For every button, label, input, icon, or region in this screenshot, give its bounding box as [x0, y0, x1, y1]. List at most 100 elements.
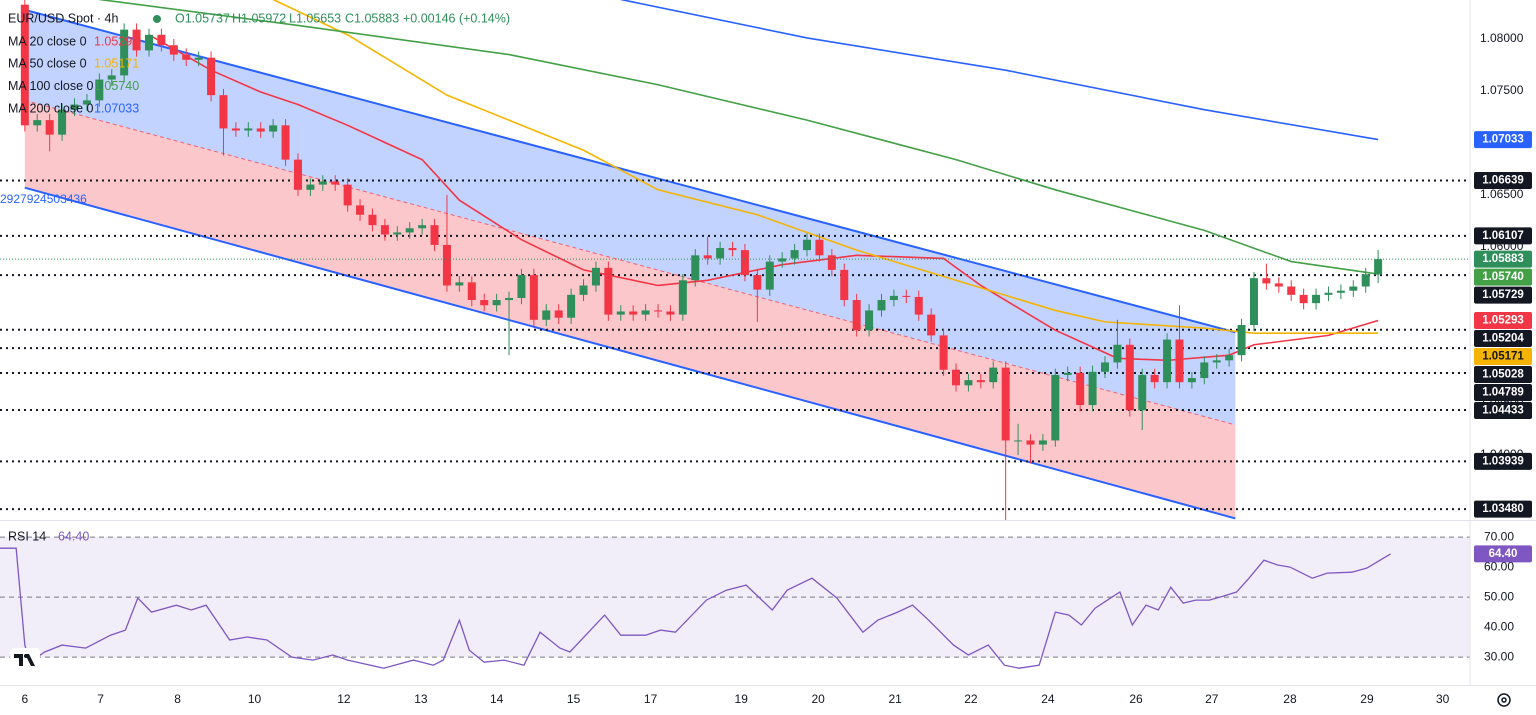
ohlc-high: H1.05972	[232, 11, 286, 25]
candle-body	[1175, 339, 1184, 383]
candle-body	[1212, 360, 1221, 363]
candle-body	[1113, 344, 1122, 363]
candle-body	[58, 109, 67, 135]
legend-value: 1.05293	[94, 34, 139, 48]
candle-body	[1063, 372, 1072, 375]
rsi-pane	[0, 536, 1470, 669]
annotation: 2927924503436	[0, 192, 87, 206]
candle-body	[331, 181, 340, 185]
rsi-tick-label: 60.00	[1484, 559, 1514, 573]
y-tick-label: 1.07500	[1480, 83, 1524, 97]
x-tick-label: 29	[1360, 692, 1374, 706]
rsi-tick-label: 30.00	[1484, 649, 1514, 663]
candle-body	[728, 248, 737, 251]
logo-mark	[14, 654, 35, 666]
candle-body	[691, 255, 700, 281]
candle-body	[1014, 440, 1023, 442]
candle-body	[1026, 440, 1035, 445]
candle-body	[20, 4, 29, 126]
price-tag	[1474, 402, 1532, 420]
candle-body	[579, 285, 588, 295]
price-pane	[0, 0, 1470, 520]
legend-name: MA 200 close 0	[8, 101, 94, 115]
candle-body	[144, 34, 153, 51]
candle-body	[132, 29, 141, 51]
legend-name: MA 50 close 0	[8, 57, 87, 71]
x-tick-label: 8	[174, 692, 181, 706]
x-tick-label: 17	[644, 692, 658, 706]
candle-body	[467, 282, 476, 301]
price-tag-text: 1.05883	[1482, 253, 1524, 265]
candle-body	[1312, 294, 1321, 304]
candle-body	[1299, 294, 1308, 304]
candle-body	[157, 34, 166, 46]
candle-body	[1237, 325, 1246, 356]
candle-body	[356, 205, 365, 215]
x-tick-label: 14	[490, 692, 504, 706]
price-tag-text: 1.06639	[1482, 175, 1524, 187]
candle-body	[442, 244, 451, 286]
candle-body	[1274, 283, 1283, 287]
rsi-tick-label: 40.00	[1484, 619, 1514, 633]
candle-body	[914, 296, 923, 315]
x-tick-label: 30	[1436, 692, 1450, 706]
symbol-title: EUR/USD Spot · 4h	[8, 11, 119, 25]
channel-lower-line	[24, 186, 1236, 520]
candle-body	[1076, 372, 1085, 406]
candle-body	[194, 57, 203, 60]
candle-body	[1125, 344, 1134, 411]
price-tag-text: 1.04433	[1482, 405, 1524, 417]
ma-line	[620, 0, 1379, 141]
price-tag	[1474, 500, 1532, 518]
x-tick-label: 6	[21, 692, 28, 706]
x-tick-label: 21	[888, 692, 902, 706]
x-tick-label: 28	[1283, 692, 1297, 706]
legend-value: 1.05740	[94, 79, 139, 93]
candle-body	[505, 297, 514, 301]
rsi-legend-value: 64.40	[58, 529, 89, 543]
ohlc-low: L1.05653	[289, 11, 341, 25]
price-tag	[1474, 268, 1532, 286]
settings-icon[interactable]	[1497, 693, 1511, 707]
rsi-line	[0, 547, 1391, 669]
candle-body	[591, 267, 600, 286]
candle-body	[256, 128, 265, 132]
candle-body	[269, 125, 278, 132]
x-tick-label: 26	[1129, 692, 1143, 706]
candle-body	[703, 255, 712, 259]
candle-body	[666, 311, 675, 315]
price-tag	[1474, 366, 1532, 384]
candle-body	[492, 300, 501, 306]
candle-body	[604, 267, 613, 315]
candle-body	[827, 255, 836, 270]
candle-body	[405, 228, 414, 233]
price-tag	[1474, 384, 1532, 402]
legend-value: 1.07033	[94, 101, 139, 115]
gear-hub[interactable]	[1501, 697, 1507, 703]
candle-body	[480, 300, 489, 306]
price-tag	[1474, 348, 1532, 366]
ma-line	[272, 0, 1379, 335]
candle-body	[865, 310, 874, 331]
price-tag-text: 1.05171	[1482, 351, 1524, 363]
candle-body	[1249, 278, 1258, 325]
candle-body	[1336, 290, 1345, 293]
gear-ring[interactable]	[1497, 693, 1511, 707]
candle-body	[219, 95, 228, 129]
candle-body	[778, 258, 787, 262]
candle-body	[1361, 274, 1370, 287]
candle-body	[803, 239, 812, 251]
market-status-dot	[153, 15, 161, 23]
candle-body	[740, 250, 749, 276]
candle-body	[678, 280, 687, 315]
candle-body	[542, 310, 551, 320]
x-tick-label: 13	[414, 692, 428, 706]
price-tag	[1474, 172, 1532, 190]
candle-body	[654, 310, 663, 312]
candle-body	[45, 120, 54, 135]
candle-body	[939, 335, 948, 370]
candle-body	[182, 54, 191, 60]
candle-body	[902, 295, 911, 297]
candle-body	[765, 261, 774, 290]
price-tag-text: 1.07033	[1482, 134, 1524, 146]
